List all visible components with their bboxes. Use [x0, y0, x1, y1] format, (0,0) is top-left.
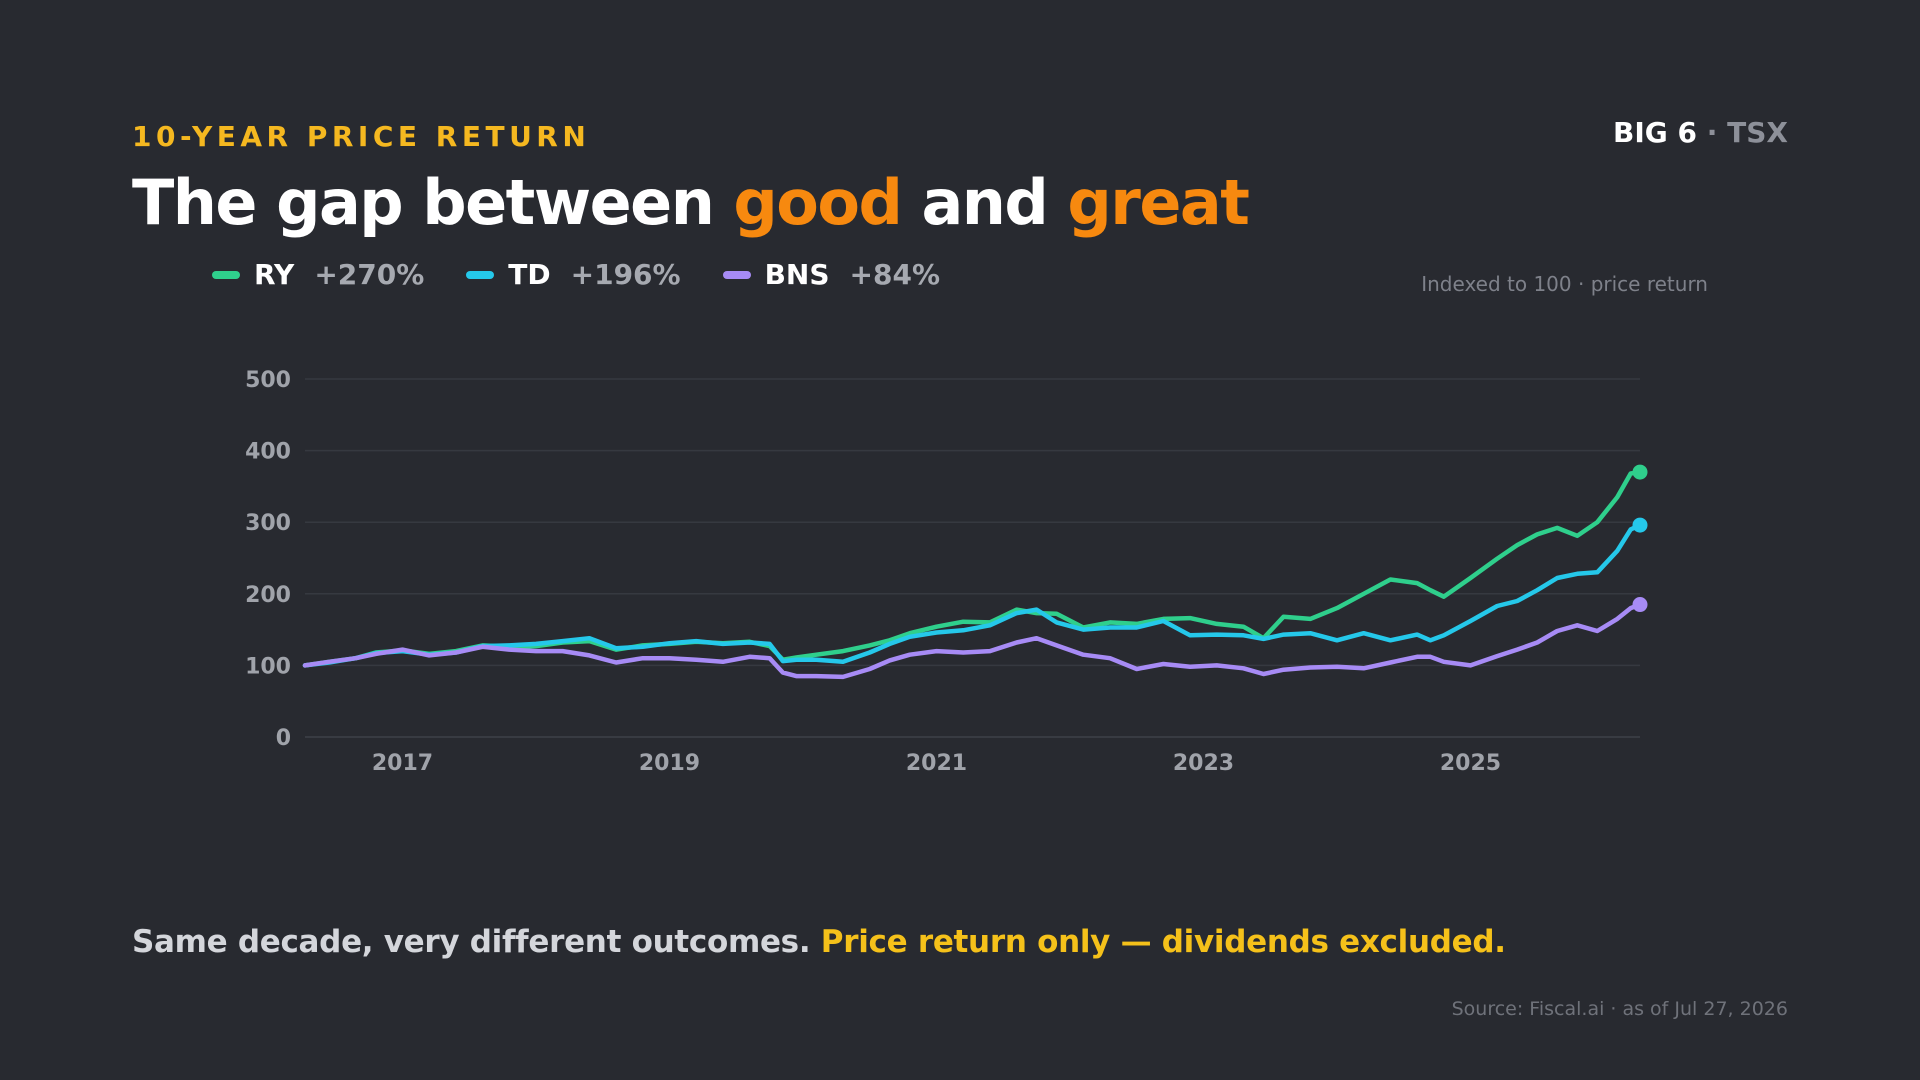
caption-plain: Same decade, very different outcomes.: [132, 924, 821, 960]
caption: Same decade, very different outcomes. Pr…: [132, 924, 1506, 960]
legend-name: TD: [508, 258, 551, 291]
x-tick-label: 2023: [1173, 751, 1234, 776]
legend-swatch-td: [466, 270, 495, 279]
title-part: The gap between: [132, 166, 734, 239]
source-note: Source: Fiscal.ai · as of Jul 27, 2026: [1451, 998, 1788, 1020]
legend-name: RY: [254, 258, 295, 291]
end-marker-ry: [1632, 464, 1648, 480]
index-note: Indexed to 100 · price return: [1421, 272, 1708, 296]
series-line-bns: [302, 602, 1643, 680]
legend-swatch-bns: [722, 270, 751, 279]
y-tick-label: 100: [245, 654, 291, 679]
legend-item-bns: BNS +84%: [722, 258, 941, 291]
x-tick-label: 2025: [1440, 751, 1501, 776]
legend-value: +196%: [570, 258, 681, 291]
title-part: and: [901, 166, 1068, 239]
legend-value: +270%: [314, 258, 425, 291]
y-tick-label: 0: [276, 726, 291, 751]
legend-item-td: TD +196%: [466, 258, 681, 291]
kicker-label: 10-YEAR PRICE RETURN: [132, 120, 591, 153]
y-tick-label: 500: [245, 368, 291, 393]
x-tick-label: 2017: [372, 751, 433, 776]
end-marker-td: [1632, 517, 1648, 533]
legend-item-ry: RY +270%: [212, 258, 424, 291]
y-tick-label: 200: [245, 583, 291, 608]
brand-bold: BIG 6: [1613, 116, 1697, 149]
series-line-td: [302, 522, 1643, 668]
brand-label: BIG 6 · TSX: [1613, 116, 1788, 149]
end-marker-bns: [1632, 597, 1648, 613]
chart-legend: RY +270% TD +196% BNS +84%: [212, 258, 982, 291]
title-highlight-great: great: [1067, 166, 1249, 239]
y-tick-label: 300: [245, 511, 291, 536]
legend-swatch-ry: [212, 270, 240, 279]
caption-highlight: Price return only — dividends excluded.: [820, 924, 1506, 960]
title-highlight-good: good: [733, 166, 902, 239]
brand-exchange: · TSX: [1697, 116, 1788, 149]
legend-value: +84%: [849, 258, 941, 291]
x-tick-label: 2019: [639, 751, 700, 776]
page-title: The gap between good and great: [132, 166, 1250, 239]
legend-name: BNS: [764, 258, 830, 291]
x-tick-label: 2021: [906, 751, 967, 776]
y-tick-label: 400: [245, 440, 291, 465]
